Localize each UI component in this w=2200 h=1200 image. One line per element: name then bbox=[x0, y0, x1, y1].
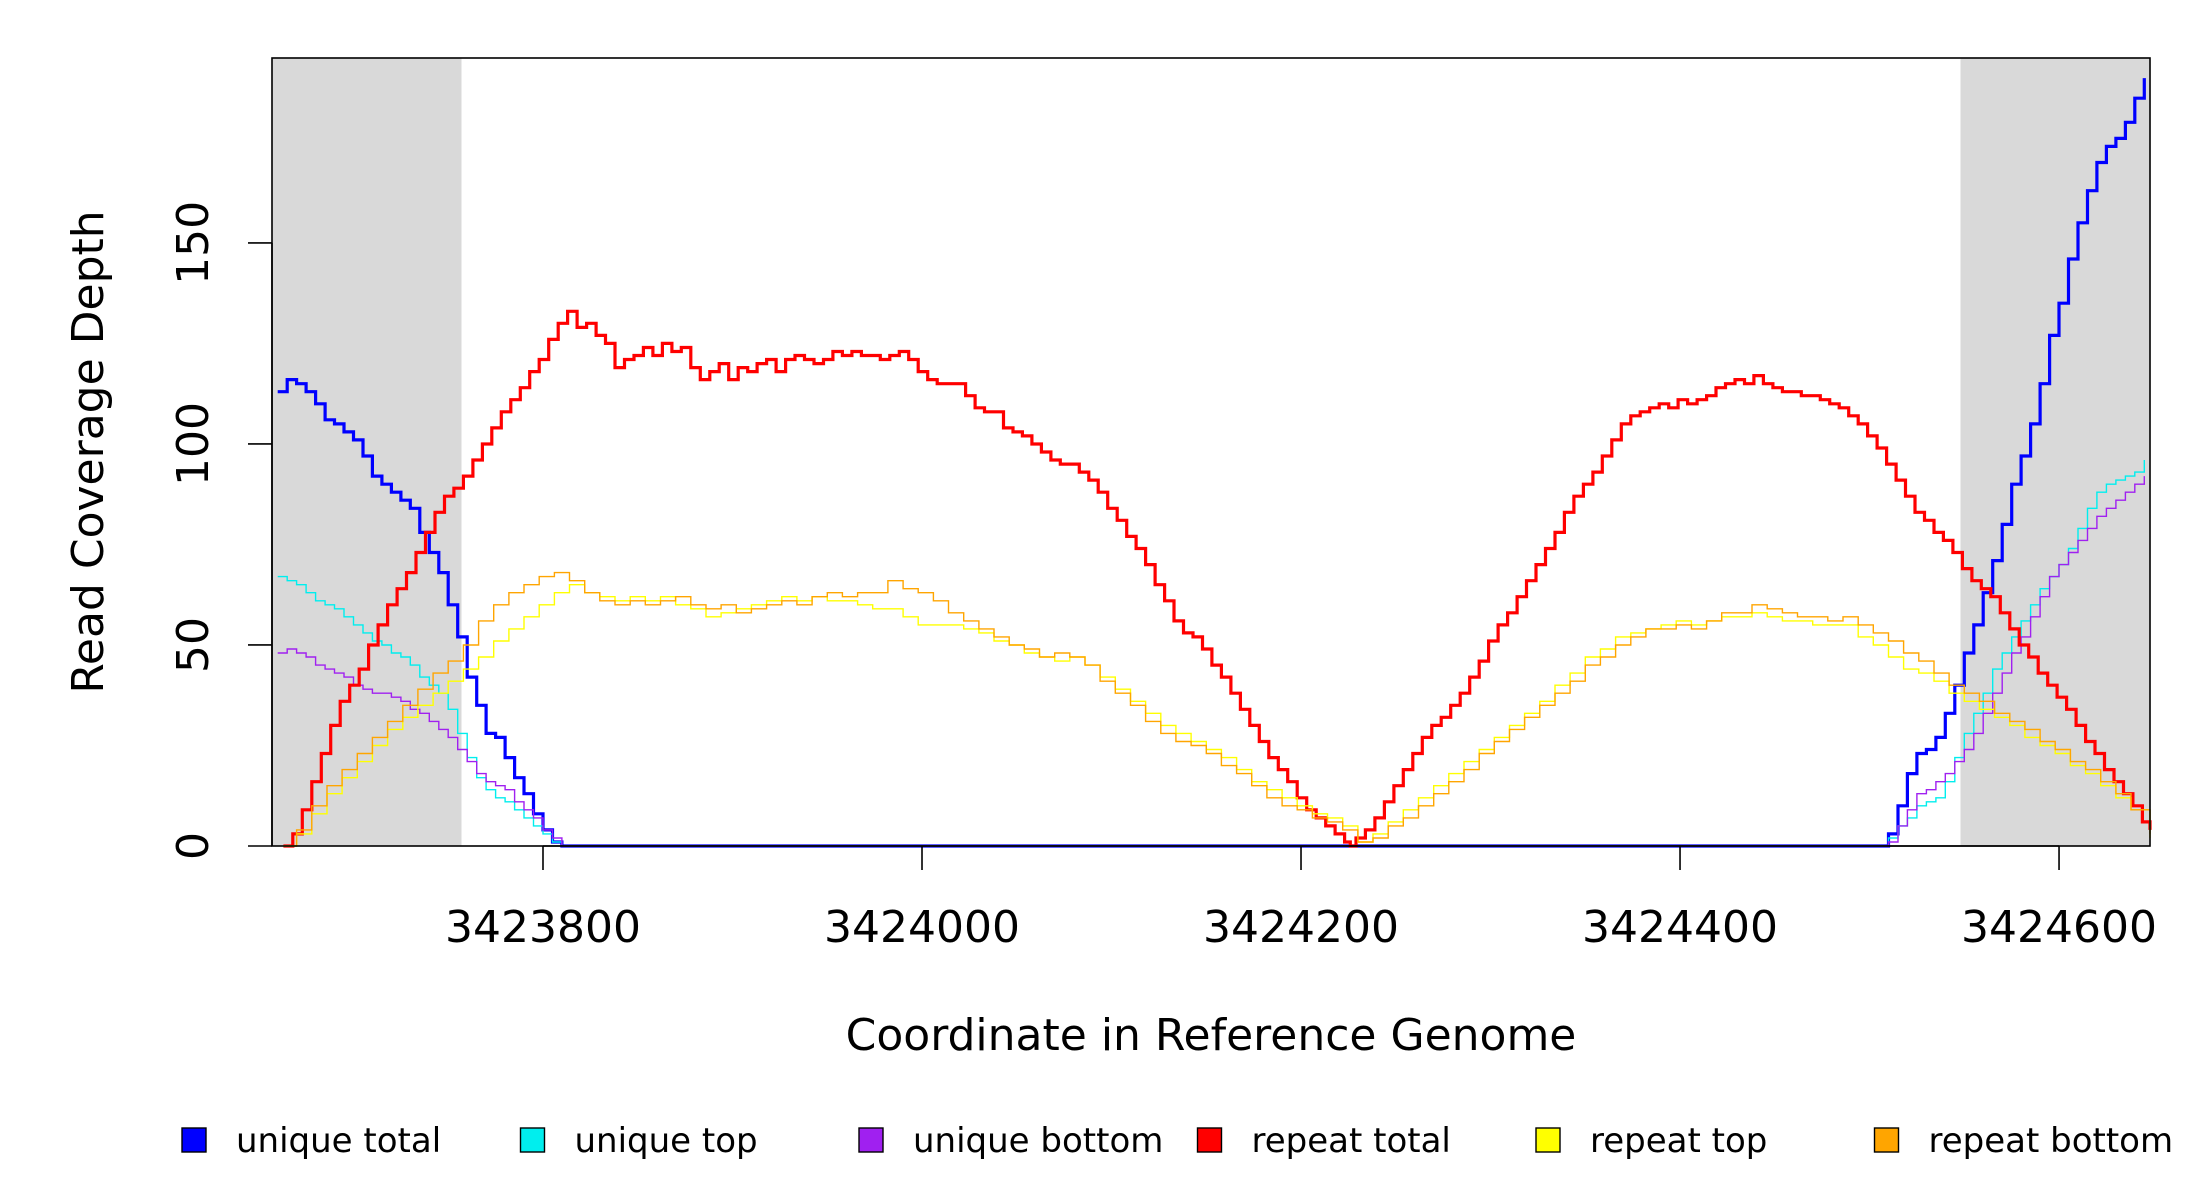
series-lines bbox=[277, 78, 2152, 848]
legend-label-repeat-top: repeat top bbox=[1590, 1121, 1767, 1161]
legend-label-repeat-total: repeat total bbox=[1252, 1121, 1451, 1161]
legend-swatch-repeat-total bbox=[1196, 1127, 1223, 1153]
y-tick-label: 50 bbox=[168, 617, 219, 673]
y-tick-label: 0 bbox=[168, 832, 219, 860]
x-tick-label: 3424400 bbox=[1582, 902, 1778, 953]
shaded-region-0 bbox=[272, 58, 462, 846]
x-tick-label: 3424600 bbox=[1961, 902, 2157, 953]
x-tick-label: 3424200 bbox=[1203, 902, 1399, 953]
series-line-repeat-bottom bbox=[283, 571, 2151, 847]
x-tick-label: 3424000 bbox=[824, 902, 1020, 953]
shaded-region-1 bbox=[1960, 58, 2150, 846]
y-axis-title: Read Coverage Depth bbox=[63, 210, 114, 693]
y-tick-label: 150 bbox=[168, 201, 219, 285]
legend-swatch-unique-total bbox=[181, 1127, 207, 1153]
legend-swatch-unique-bottom bbox=[858, 1127, 884, 1153]
legend-label-unique-bottom: unique bottom bbox=[913, 1121, 1163, 1161]
legend-swatch-repeat-top bbox=[1535, 1127, 1561, 1153]
x-axis-title: Coordinate in Reference Genome bbox=[846, 1010, 1577, 1061]
series-line-repeat-total bbox=[283, 309, 2152, 848]
legend-label-unique-top: unique top bbox=[575, 1121, 758, 1161]
x-tick-label: 3423800 bbox=[445, 902, 641, 953]
legend-label-repeat-bottom: repeat bottom bbox=[1929, 1121, 2174, 1161]
axes: 3423800 3424000 3424200 3424400 3424600 0 50 10… bbox=[168, 201, 2157, 953]
legend-swatch-unique-top bbox=[519, 1127, 546, 1153]
legend-label-unique-total: unique total bbox=[236, 1121, 441, 1161]
y-tick-label: 100 bbox=[168, 402, 219, 486]
shaded-regions bbox=[272, 58, 2150, 846]
legend: unique total unique top unique bottom repea… bbox=[181, 1121, 2174, 1161]
legend-swatch-repeat-bottom bbox=[1873, 1127, 1900, 1153]
